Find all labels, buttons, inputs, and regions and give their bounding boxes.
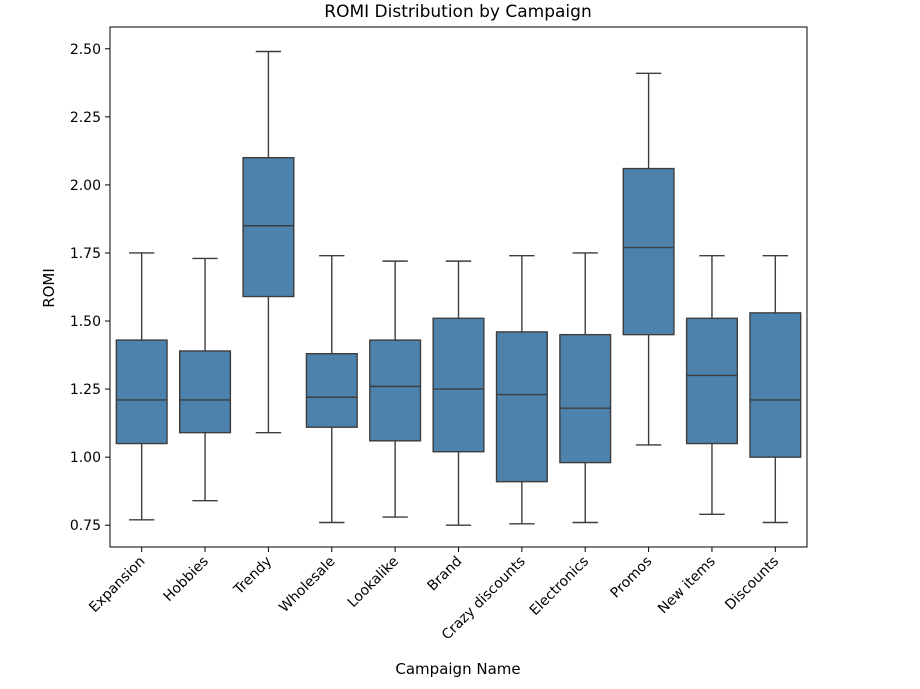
- box-hobbies: [178, 257, 232, 502]
- x-tick-label: Expansion: [86, 554, 148, 616]
- box-crazy-discounts: [495, 254, 548, 525]
- iqr-box: [115, 339, 168, 445]
- box-wholesale: [305, 254, 358, 524]
- x-tick-label: Lookalike: [345, 554, 402, 611]
- y-axis: 0.75 1.00 1.25 1.50 1.75 2.00 2.25 2.50: [70, 42, 110, 534]
- iqr-box: [749, 312, 802, 458]
- box-trendy: [242, 50, 295, 434]
- iqr-box: [622, 167, 675, 336]
- box-electronics: [559, 252, 612, 524]
- y-axis-label: ROMI: [40, 268, 58, 308]
- x-tick-label: Trendy: [230, 554, 275, 599]
- boxes-layer: [115, 50, 802, 526]
- y-tick-label: 2.50: [70, 42, 101, 58]
- iqr-box: [369, 339, 422, 442]
- iqr-box: [559, 333, 612, 464]
- box-expansion: [115, 252, 168, 521]
- x-tick-label: Brand: [425, 554, 466, 595]
- y-tick-label: 2.25: [70, 110, 101, 126]
- x-tick-label: Electronics: [527, 554, 592, 619]
- box-brand: [432, 260, 485, 526]
- iqr-box: [432, 317, 485, 453]
- chart-title: ROMI Distribution by Campaign: [324, 2, 591, 22]
- x-tick-label: Promos: [608, 554, 656, 602]
- y-tick-label: 0.75: [70, 518, 101, 534]
- box-new-items: [685, 254, 738, 516]
- y-tick-label: 1.00: [70, 450, 101, 466]
- y-tick-label: 1.25: [70, 382, 101, 398]
- x-tick-label: Wholesale: [276, 554, 338, 616]
- x-tick-label: New items: [655, 554, 719, 618]
- iqr-box: [685, 317, 738, 445]
- x-axis: Expansion Hobbies Trendy Wholesale Lookalike…: [86, 547, 782, 643]
- iqr-box: [178, 350, 232, 434]
- x-axis-label: Campaign Name: [395, 660, 520, 678]
- box-promos: [622, 72, 675, 446]
- iqr-box: [305, 353, 358, 428]
- iqr-box: [242, 156, 295, 298]
- y-tick-label: 2.00: [70, 178, 101, 194]
- box-lookalike: [369, 260, 422, 518]
- x-tick-label: Discounts: [722, 554, 782, 614]
- iqr-box: [495, 331, 548, 483]
- x-tick-label: Hobbies: [160, 554, 211, 605]
- y-tick-label: 1.50: [70, 314, 101, 330]
- y-tick-label: 1.75: [70, 246, 101, 262]
- box-discounts: [749, 254, 802, 524]
